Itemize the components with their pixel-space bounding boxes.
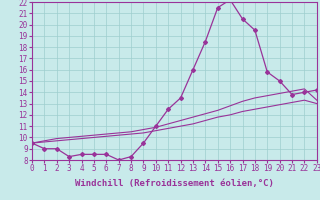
X-axis label: Windchill (Refroidissement éolien,°C): Windchill (Refroidissement éolien,°C) bbox=[75, 179, 274, 188]
